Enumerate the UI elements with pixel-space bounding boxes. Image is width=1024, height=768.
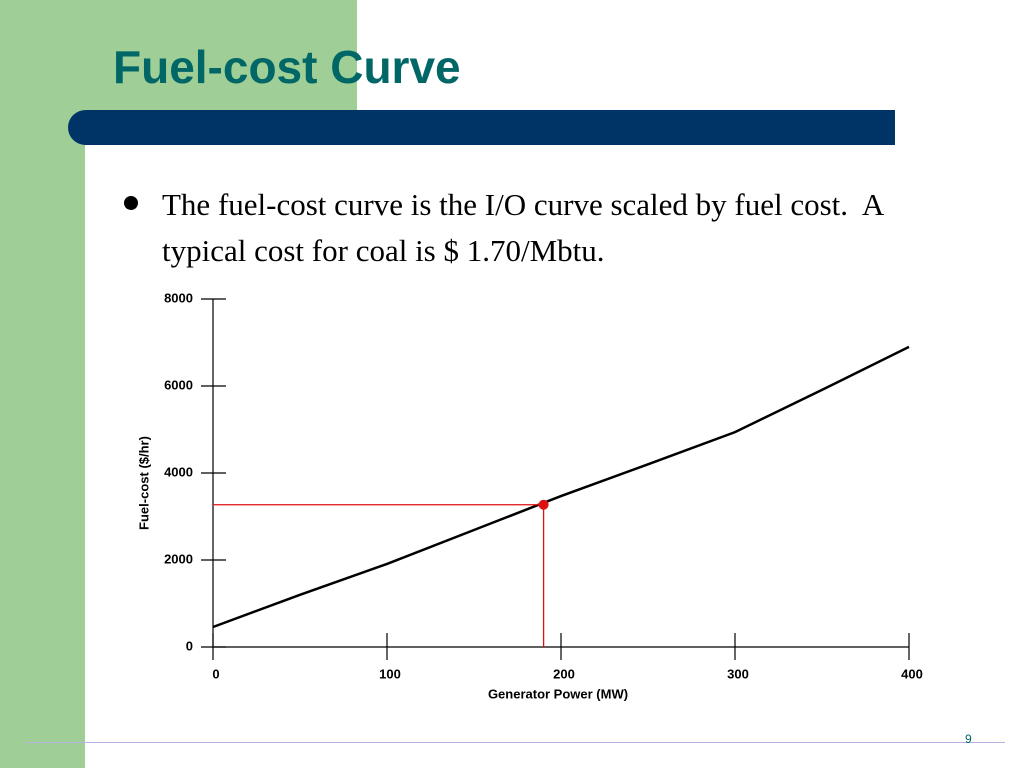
slide-title: Fuel-cost Curve (113, 41, 461, 93)
y-axis-label: Fuel-cost ($/hr) (136, 436, 151, 530)
footer-line (25, 742, 1005, 743)
y-tick-label: 8000 (164, 290, 193, 305)
operating-point (538, 499, 549, 510)
fuel-cost-line (212, 345, 910, 629)
x-tick-label: 0 (212, 666, 219, 681)
title-bar (68, 110, 895, 145)
x-axis-label: Generator Power (MW) (488, 686, 628, 701)
top-band (0, 0, 357, 110)
page-number: 9 (965, 732, 972, 746)
y-tick-label: 2000 (164, 551, 193, 566)
x-tick-label: 200 (553, 666, 575, 681)
bullet-dot (124, 196, 138, 210)
y-tick-label: 0 (186, 638, 193, 653)
y-tick-label: 4000 (164, 464, 193, 479)
x-tick-label: 400 (901, 666, 923, 681)
bullet-text: The fuel-cost curve is the I/O curve sca… (162, 187, 891, 268)
x-tick-label: 100 (379, 666, 401, 681)
x-tick-label: 300 (727, 666, 749, 681)
y-tick-label: 6000 (164, 377, 193, 392)
